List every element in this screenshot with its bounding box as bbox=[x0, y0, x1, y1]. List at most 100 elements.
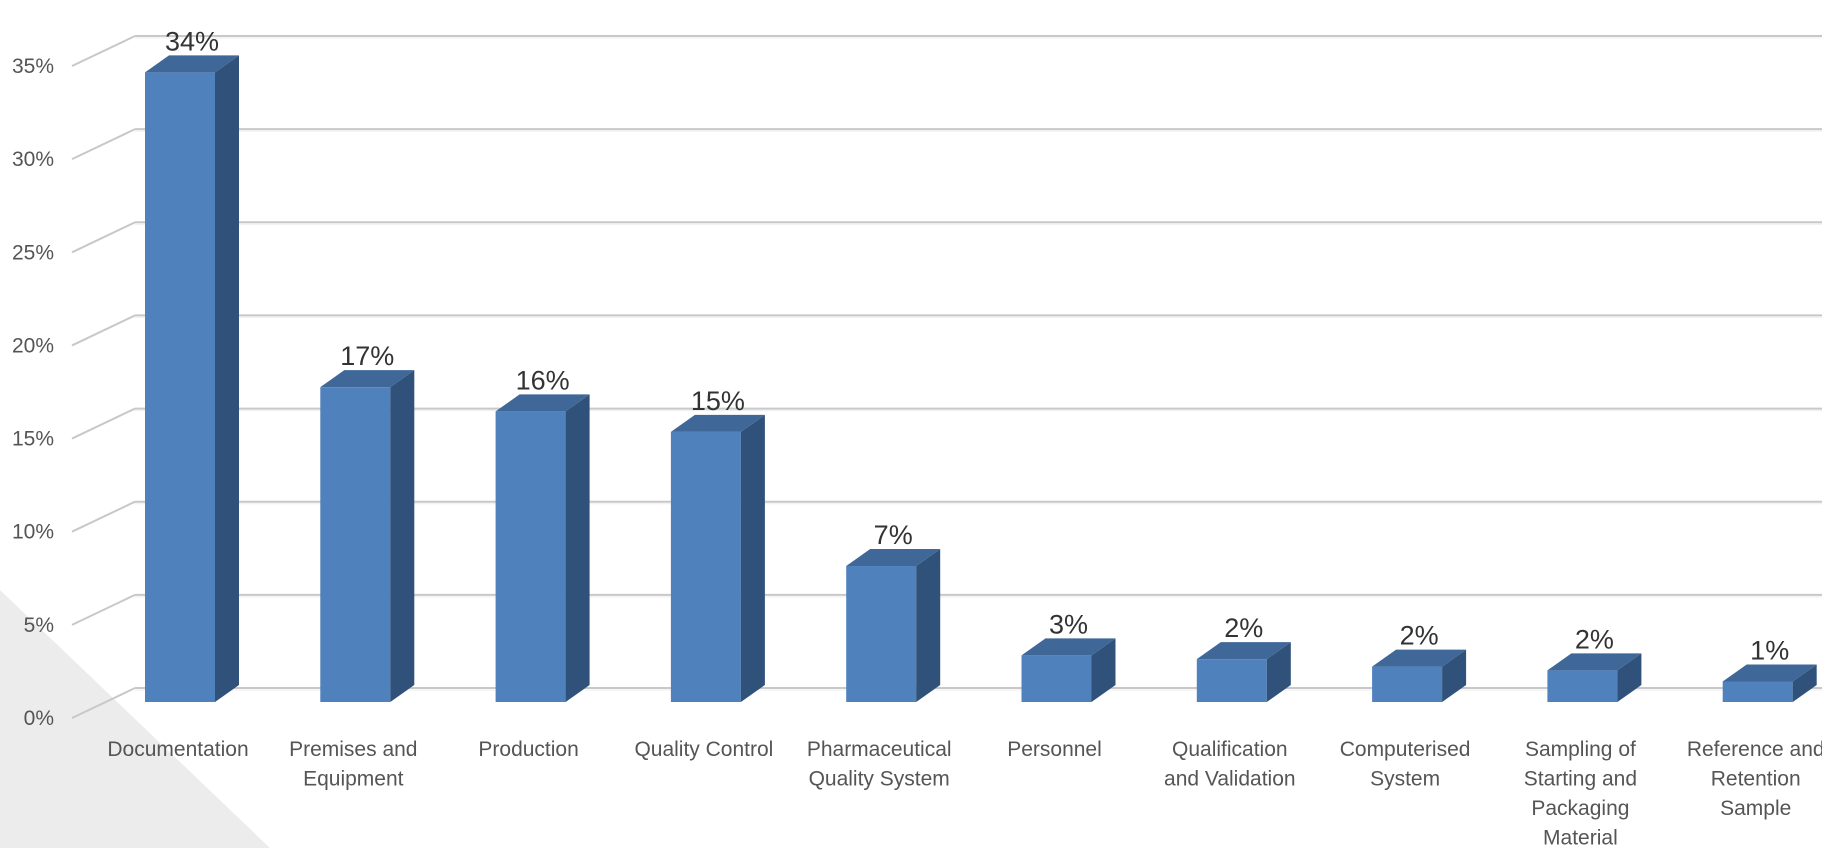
x-category-label: Equipment bbox=[303, 768, 404, 791]
y-tick-label: 15% bbox=[12, 428, 54, 451]
x-category-label: Reference and bbox=[1687, 738, 1822, 761]
bar bbox=[1021, 638, 1116, 702]
bar-side bbox=[1266, 642, 1291, 702]
y-tick-label: 30% bbox=[12, 148, 54, 171]
data-label: 16% bbox=[516, 365, 570, 395]
bar-front bbox=[145, 72, 215, 702]
bar-side bbox=[565, 394, 590, 702]
x-category-label: Packaging bbox=[1531, 797, 1629, 820]
y-tick-label: 0% bbox=[24, 707, 54, 730]
data-label: 15% bbox=[691, 386, 745, 416]
y-tick-label: 5% bbox=[24, 614, 54, 637]
x-category-label: Documentation bbox=[107, 738, 248, 761]
bar-side bbox=[1792, 664, 1817, 702]
bar-side bbox=[215, 55, 239, 702]
bar-top bbox=[1547, 653, 1642, 671]
data-label: 2% bbox=[1400, 621, 1439, 651]
gridline bbox=[71, 407, 1822, 440]
bar-top bbox=[846, 549, 941, 567]
x-category-label: Quality Control bbox=[634, 738, 773, 761]
bar-front bbox=[670, 431, 741, 702]
bar-top bbox=[670, 414, 765, 432]
data-labels: 34% 17% 16% 15% 7% 3% 2% 2% 2% 1% bbox=[165, 26, 1789, 665]
gridline bbox=[71, 500, 1822, 533]
y-tick-label: 10% bbox=[12, 521, 54, 544]
x-axis: Documentation Premises and Equipment Produc… bbox=[107, 738, 1822, 848]
bar-side bbox=[1617, 653, 1642, 702]
gridline-wall bbox=[71, 221, 136, 254]
bar-front bbox=[495, 411, 566, 702]
x-category-label: Sample bbox=[1720, 797, 1791, 820]
bar-side bbox=[390, 370, 415, 702]
bar-front bbox=[1547, 670, 1618, 702]
bar-front bbox=[846, 566, 917, 702]
gridline bbox=[71, 593, 1822, 626]
bar-front bbox=[1196, 659, 1267, 702]
bar-top bbox=[145, 55, 239, 73]
data-label: 17% bbox=[340, 341, 394, 371]
bar bbox=[1547, 653, 1642, 702]
gridline bbox=[71, 221, 1822, 254]
gridline bbox=[71, 314, 1822, 347]
y-tick-label: 25% bbox=[12, 241, 54, 264]
gridline bbox=[71, 687, 1822, 719]
x-category-label: Starting and bbox=[1524, 768, 1637, 791]
y-axis: 0% 5% 10% 15% 20% 25% 30% 35% bbox=[12, 55, 54, 730]
x-category-label: Sampling of bbox=[1525, 738, 1636, 761]
data-label: 3% bbox=[1049, 609, 1088, 639]
x-category-label: Retention bbox=[1711, 768, 1801, 791]
bar bbox=[145, 55, 239, 702]
bar bbox=[1372, 649, 1467, 702]
data-label: 2% bbox=[1575, 624, 1614, 654]
x-category-label: Personnel bbox=[1007, 738, 1102, 761]
x-category-label: Quality System bbox=[809, 768, 950, 791]
bar-top bbox=[320, 370, 415, 388]
bar-top bbox=[1722, 664, 1817, 682]
x-category-label: and Validation bbox=[1164, 768, 1296, 791]
bars bbox=[145, 55, 1817, 702]
bar-front bbox=[1021, 655, 1092, 702]
gridlines bbox=[71, 35, 1822, 719]
bar bbox=[846, 549, 941, 702]
bar-top bbox=[1372, 649, 1467, 667]
bar-side bbox=[1442, 649, 1467, 702]
bar-top bbox=[1021, 638, 1116, 656]
gridline-wall bbox=[71, 35, 136, 67]
gridline-wall bbox=[71, 593, 136, 626]
bar bbox=[1196, 642, 1291, 702]
data-label: 1% bbox=[1750, 636, 1789, 666]
x-category-label: Premises and bbox=[289, 738, 417, 761]
x-category-label: Qualification bbox=[1172, 738, 1288, 761]
x-category-label: Computerised bbox=[1340, 738, 1471, 761]
x-category-label: Production bbox=[478, 738, 578, 761]
gridline-wall bbox=[71, 500, 136, 533]
bar bbox=[1722, 664, 1817, 702]
bar bbox=[670, 414, 765, 702]
bar bbox=[495, 394, 590, 702]
x-category-label: Pharmaceutical bbox=[807, 738, 952, 761]
y-tick-label: 35% bbox=[12, 55, 54, 78]
bar-side bbox=[916, 549, 941, 702]
gridline-wall bbox=[71, 314, 136, 347]
data-label: 34% bbox=[165, 26, 219, 56]
gridline-wall bbox=[71, 407, 136, 440]
x-category-label: System bbox=[1370, 768, 1440, 791]
data-label: 7% bbox=[874, 520, 913, 550]
bar-side bbox=[740, 414, 765, 702]
bar bbox=[320, 370, 415, 702]
y-tick-label: 20% bbox=[12, 334, 54, 357]
gridline bbox=[71, 128, 1822, 161]
bar-side bbox=[1091, 638, 1116, 702]
data-label: 2% bbox=[1224, 613, 1263, 643]
background-wedge bbox=[0, 590, 270, 848]
gridline bbox=[71, 35, 1822, 67]
x-category-label: Material bbox=[1543, 827, 1618, 848]
bar-front bbox=[1372, 666, 1443, 702]
bar-front bbox=[1722, 681, 1793, 702]
bar-front bbox=[320, 387, 391, 702]
bar-top bbox=[495, 394, 590, 412]
bar-top bbox=[1196, 642, 1291, 660]
gridline-wall bbox=[71, 128, 136, 161]
gridline-wall bbox=[71, 687, 136, 719]
